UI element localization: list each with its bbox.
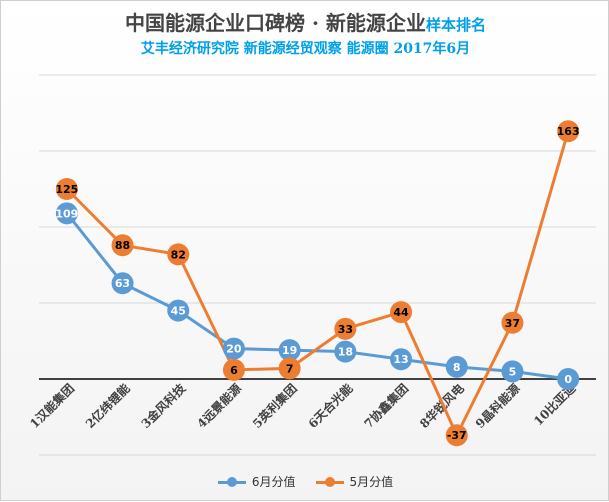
data-label: 6 bbox=[230, 364, 238, 377]
legend-label: 5月分值 bbox=[349, 475, 394, 489]
data-label: 18 bbox=[338, 346, 353, 359]
data-point bbox=[557, 120, 580, 143]
data-label: 20 bbox=[226, 343, 242, 356]
data-point bbox=[445, 355, 468, 378]
x-tick-label: 8华锐风电 bbox=[416, 381, 466, 431]
data-point bbox=[111, 234, 134, 257]
x-tick-label: 3金风科技 bbox=[138, 380, 189, 431]
data-label: 63 bbox=[115, 277, 130, 290]
data-label: 88 bbox=[115, 239, 130, 252]
data-label: 45 bbox=[171, 305, 186, 318]
data-label: 13 bbox=[393, 353, 408, 366]
data-label: 8 bbox=[453, 361, 461, 374]
x-tick-label: 1汉能集团 bbox=[27, 381, 77, 431]
data-point bbox=[334, 317, 357, 340]
data-label: -37 bbox=[447, 429, 467, 442]
data-point bbox=[334, 340, 357, 363]
chart-title: 中国能源企业口碑榜 · 新能源企业样本排名 bbox=[1, 7, 609, 36]
legend-item: 6月分值 bbox=[217, 473, 296, 490]
data-point bbox=[222, 358, 245, 381]
data-point bbox=[557, 368, 580, 390]
chart-legend: 6月分值 5月分值 bbox=[1, 473, 609, 490]
data-point bbox=[278, 357, 301, 380]
data-label: 109 bbox=[55, 207, 78, 220]
legend-swatch bbox=[315, 476, 344, 487]
data-point bbox=[445, 424, 468, 447]
data-point bbox=[167, 243, 190, 266]
legend-item: 5月分值 bbox=[315, 473, 394, 490]
chart-title-suffix: 样本排名 bbox=[425, 16, 486, 34]
x-tick-label: 4远景能源 bbox=[194, 381, 244, 431]
data-point bbox=[55, 178, 78, 200]
chart-subtitle: 艾丰经济研究院 新能源经贸观察 能源圈 2017年6月 bbox=[140, 41, 471, 57]
data-label: 37 bbox=[505, 317, 520, 330]
data-point bbox=[55, 202, 78, 225]
data-label: 19 bbox=[282, 344, 297, 357]
data-point bbox=[222, 337, 245, 360]
x-tick-label: 5英利集团 bbox=[249, 381, 299, 431]
data-label: 5 bbox=[509, 365, 517, 378]
data-label: 44 bbox=[393, 306, 409, 319]
data-point bbox=[501, 360, 524, 383]
legend-label: 6月分值 bbox=[251, 475, 296, 489]
data-label: 7 bbox=[286, 362, 294, 375]
data-label: 125 bbox=[55, 183, 78, 196]
data-label: 163 bbox=[557, 125, 580, 138]
data-point bbox=[111, 272, 134, 295]
data-point bbox=[167, 299, 190, 322]
x-tick-label: 7协鑫集团 bbox=[361, 381, 411, 431]
data-label: 0 bbox=[564, 373, 572, 386]
x-tick-label: 6天合光能 bbox=[305, 381, 355, 431]
chart-title-main: 中国能源企业口碑榜 · 新能源企业 bbox=[125, 11, 426, 35]
legend-swatch bbox=[217, 476, 246, 487]
data-point bbox=[390, 348, 413, 371]
data-label: 82 bbox=[171, 248, 186, 261]
data-point bbox=[390, 301, 413, 324]
series-line-june bbox=[65, 212, 569, 381]
data-point bbox=[278, 339, 301, 362]
x-tick-label: 2亿纬锂能 bbox=[82, 381, 132, 431]
series-line-may bbox=[65, 130, 570, 437]
data-point bbox=[501, 311, 524, 334]
data-label: 33 bbox=[338, 323, 353, 336]
